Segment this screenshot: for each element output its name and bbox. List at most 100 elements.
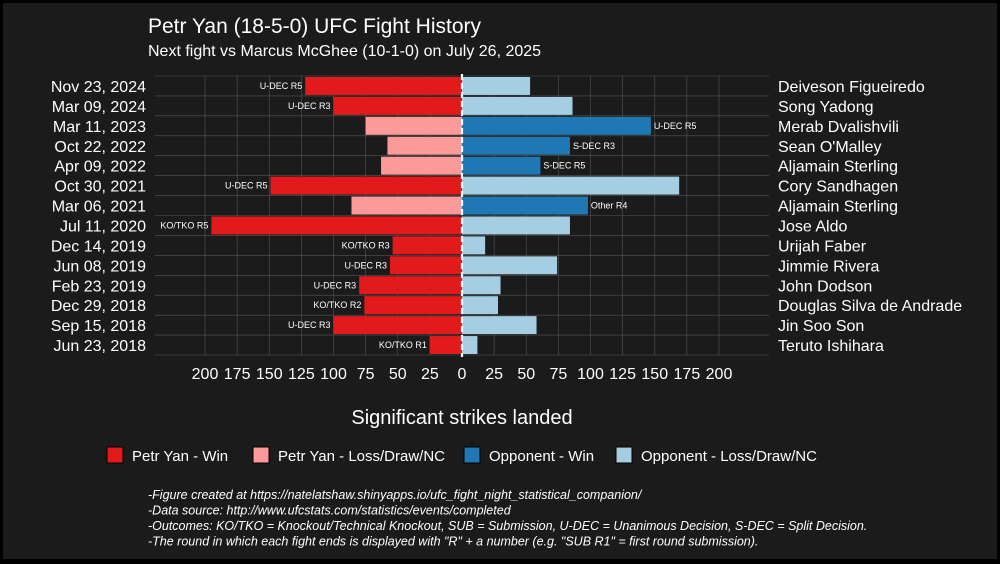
chart-title: Petr Yan (18-5-0) UFC Fight History <box>148 15 481 38</box>
bar-opponent-13 <box>462 336 478 355</box>
bar-yan-13 <box>429 336 462 355</box>
y-axis-labels: Nov 23, 2024 Deiveson Figueiredo Mar 09, 2… <box>51 79 962 355</box>
bar-opponent-8 <box>462 236 486 255</box>
legend-label-1: Petr Yan - Loss/Draw/NC <box>278 448 445 465</box>
footnotes: -Figure created at https://natelatshaw.s… <box>148 488 867 549</box>
bar-opponent-6 <box>462 196 588 215</box>
legend-label-3: Opponent - Loss/Draw/NC <box>641 448 817 465</box>
opponent-label-6: Aljamain Sterling <box>778 199 898 216</box>
result-label-13: KO/TKO R1 <box>379 340 427 350</box>
result-label-11: KO/TKO R2 <box>313 300 361 310</box>
bar-yan-10 <box>359 276 462 295</box>
x-tick-label-9: 25 <box>485 366 503 383</box>
opponent-label-1: Song Yadong <box>778 99 874 116</box>
footnote-1: -Data source: http://www.ufcstats.com/st… <box>148 504 512 518</box>
chart-subtitle: Next fight vs Marcus McGhee (10-1-0) on … <box>148 43 541 60</box>
bar-yan-12 <box>333 316 462 335</box>
bar-opponent-1 <box>462 96 573 115</box>
opponent-label-4: Aljamain Sterling <box>778 159 898 176</box>
date-label-12: Sep 15, 2018 <box>51 318 146 335</box>
result-label-8: KO/TKO R3 <box>342 240 390 250</box>
result-label-10: U-DEC R3 <box>314 280 357 290</box>
legend-swatch-1 <box>252 446 270 464</box>
x-tick-label-7: 25 <box>421 366 439 383</box>
legend-label-2: Opponent - Win <box>489 448 594 465</box>
opponent-label-12: Jin Soo Son <box>778 318 864 335</box>
bar-opponent-9 <box>462 256 558 275</box>
x-tick-label-14: 150 <box>641 366 668 383</box>
bar-opponent-12 <box>462 316 537 335</box>
x-tick-label-15: 175 <box>674 366 701 383</box>
result-label-0: U-DEC R5 <box>260 81 303 91</box>
x-tick-label-5: 75 <box>357 366 375 383</box>
opponent-label-2: Merab Dvalishvili <box>778 119 899 136</box>
bar-opponent-2 <box>462 116 651 135</box>
result-label-1: U-DEC R3 <box>288 101 331 111</box>
opponent-label-13: Teruto Ishihara <box>778 338 884 355</box>
chart-panel: Petr Yan (18-5-0) UFC Fight History Next… <box>3 3 997 559</box>
date-label-10: Feb 23, 2019 <box>52 278 146 295</box>
result-label-12: U-DEC R3 <box>288 320 331 330</box>
x-tick-label-11: 75 <box>549 366 567 383</box>
date-label-2: Mar 11, 2023 <box>53 119 146 136</box>
date-label-0: Nov 23, 2024 <box>51 79 146 96</box>
bar-opponent-7 <box>462 216 570 235</box>
legend-swatch-0 <box>106 446 124 464</box>
bar-opponent-4 <box>462 156 541 175</box>
x-tick-label-6: 50 <box>389 366 407 383</box>
date-label-11: Dec 29, 2018 <box>51 298 146 315</box>
footnote-0: -Figure created at https://natelatshaw.s… <box>148 488 643 502</box>
bar-yan-1 <box>333 96 462 115</box>
bar-yan-0 <box>305 76 462 95</box>
date-label-9: Jun 08, 2019 <box>53 258 146 275</box>
bar-opponent-3 <box>462 136 570 155</box>
x-tick-label-4: 100 <box>320 366 347 383</box>
legend: Petr Yan - Win Petr Yan - Loss/Draw/NC Opp… <box>106 446 817 465</box>
opponent-label-0: Deiveson Figueiredo <box>778 79 925 96</box>
bar-opponent-0 <box>462 76 531 95</box>
bars <box>211 76 680 355</box>
bar-yan-9 <box>390 256 462 275</box>
footnote-2: -Outcomes: KO/TKO = Knockout/Technical K… <box>148 519 867 533</box>
result-label-9: U-DEC R3 <box>345 260 388 270</box>
date-label-7: Jul 11, 2020 <box>60 218 146 235</box>
bar-opponent-11 <box>462 296 498 315</box>
bar-opponent-10 <box>462 276 501 295</box>
x-tick-label-10: 50 <box>517 366 535 383</box>
bar-yan-11 <box>364 296 462 315</box>
result-label-3: S-DEC R3 <box>573 141 615 151</box>
date-label-8: Dec 14, 2019 <box>51 238 146 255</box>
result-labels: U-DEC R5 U-DEC R3 U-DEC R5 S-DEC R3 S-DEC R5… <box>160 81 696 350</box>
x-tick-label-0: 200 <box>192 366 219 383</box>
x-tick-label-12: 100 <box>577 366 604 383</box>
x-axis-title: Significant strikes landed <box>351 407 572 429</box>
x-tick-label-8: 0 <box>458 366 467 383</box>
bar-yan-8 <box>392 236 462 255</box>
opponent-label-3: Sean O'Malley <box>778 139 882 156</box>
date-label-4: Apr 09, 2022 <box>54 159 146 176</box>
opponent-label-11: Douglas Silva de Andrade <box>778 298 962 315</box>
bar-yan-3 <box>387 136 462 155</box>
x-axis-ticks: 200 175 150 125 100 75 50 25 0 25 50 75 100 125 150 175… <box>192 366 733 383</box>
legend-label-0: Petr Yan - Win <box>132 448 228 465</box>
footnote-3: -The round in which each fight ends is d… <box>148 535 758 549</box>
opponent-label-10: John Dodson <box>778 278 872 295</box>
result-label-6: Other R4 <box>591 201 628 211</box>
result-label-5: U-DEC R5 <box>225 181 268 191</box>
date-label-1: Mar 09, 2024 <box>52 99 146 116</box>
legend-swatch-2 <box>463 446 481 464</box>
bar-yan-2 <box>365 116 462 135</box>
result-label-2: U-DEC R5 <box>654 121 697 131</box>
opponent-label-5: Cory Sandhagen <box>778 179 898 196</box>
x-tick-label-3: 125 <box>288 366 315 383</box>
x-tick-label-16: 200 <box>706 366 733 383</box>
opponent-label-9: Jimmie Rivera <box>778 258 879 275</box>
x-tick-label-13: 125 <box>609 366 636 383</box>
opponent-label-8: Urijah Faber <box>778 238 867 255</box>
date-label-3: Oct 22, 2022 <box>54 139 146 156</box>
result-label-4: S-DEC R5 <box>543 161 585 171</box>
date-label-5: Oct 30, 2021 <box>54 179 146 196</box>
legend-swatch-3 <box>615 446 633 464</box>
fight-history-chart: Petr Yan (18-5-0) UFC Fight History Next… <box>51 15 962 549</box>
bar-yan-5 <box>270 176 462 195</box>
